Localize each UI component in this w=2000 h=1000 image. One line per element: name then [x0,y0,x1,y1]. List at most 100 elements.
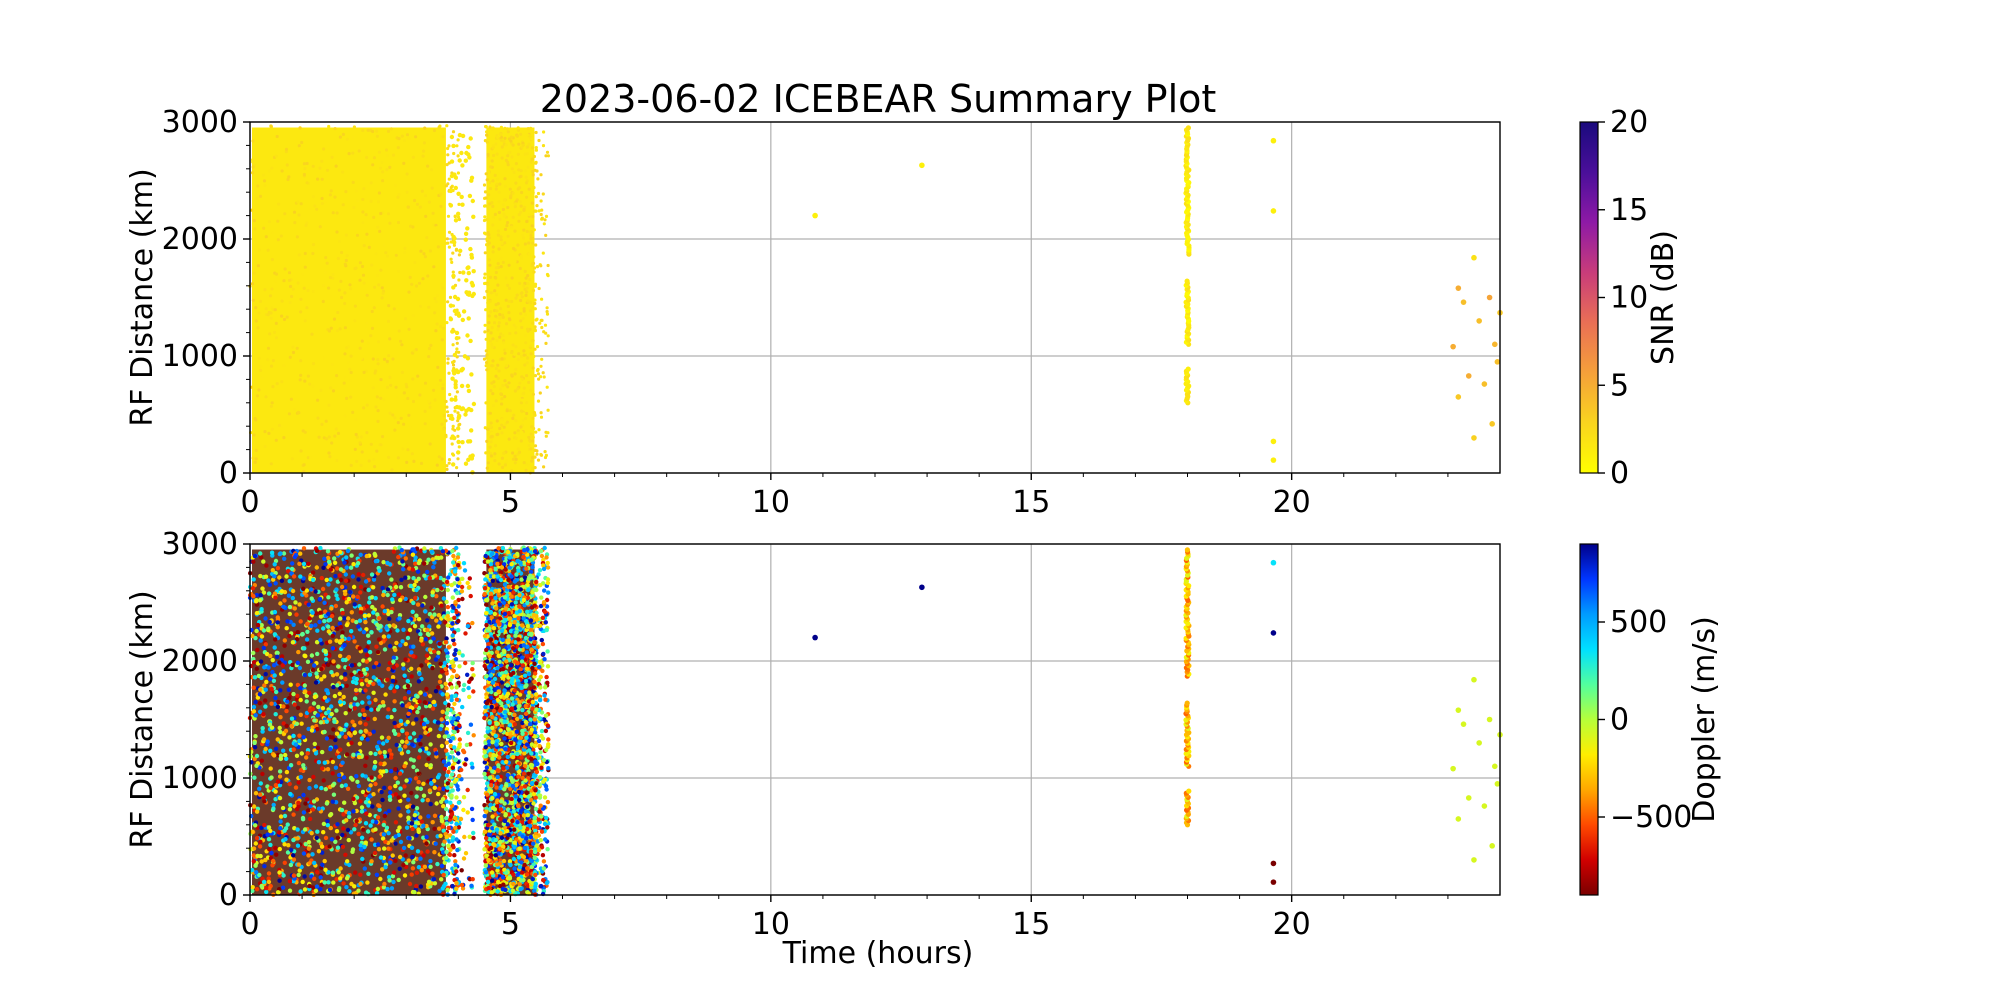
scatter-point [525,374,529,378]
scatter-point [340,630,345,635]
scatter-point [354,676,359,682]
scatter-point [436,791,441,797]
scatter-point [273,789,278,794]
scatter-point [322,880,327,885]
scatter-point [268,785,273,791]
scatter-point [368,751,373,756]
scatter-point [367,459,371,463]
scatter-point [288,682,293,687]
scatter-point [457,580,462,586]
scatter-point [254,887,260,892]
scatter-point [483,426,487,430]
scatter-point [434,300,438,304]
scatter-point [296,780,301,785]
scatter-point [533,301,537,306]
scatter-point [517,142,521,146]
scatter-point [416,679,422,684]
scatter-point [502,139,506,143]
scatter-point [500,145,504,149]
scatter-point [385,592,390,598]
scatter-point [288,791,293,797]
scatter-point [307,883,312,889]
scatter-point [434,801,439,806]
scatter-point [428,249,432,253]
scatter-point [378,640,384,646]
scatter-point [452,308,458,314]
scatter-point [270,427,274,431]
scatter-point [359,435,363,439]
scatter-point [519,132,523,136]
scatter-point [531,241,535,245]
scatter-point [466,685,471,691]
scatter-point [380,604,385,609]
scatter-point [450,621,455,626]
scatter-point [304,755,309,760]
scatter-point [486,205,490,209]
scatter-point [431,636,436,641]
scatter-points [247,545,1503,897]
scatter-point [435,720,441,725]
scatter-point [489,165,493,169]
scatter-point [266,876,271,881]
scatter-point [522,236,526,240]
scatter-point [277,725,282,731]
scatter-point [346,360,350,364]
scatter-point [398,813,403,818]
scatter-point [392,592,397,598]
scatter-point [330,735,335,740]
scatter-point [285,315,289,319]
scatter-point [287,412,291,416]
scatter-point [311,577,316,583]
scatter-point [421,823,426,828]
scatter-point [397,825,402,830]
scatter-point [343,352,347,356]
scatter-point [397,866,402,871]
scatter-point [301,561,307,567]
scatter-point [422,573,427,578]
scatter-point [518,332,522,336]
scatter-point [414,717,419,722]
scatter-point [271,806,276,811]
scatter-point [529,246,533,251]
scatter-point [354,818,359,824]
scatter-point [251,846,257,851]
scatter-point [291,345,295,349]
scatter-point [319,388,323,392]
scatter-point [402,391,406,395]
scatter-point [443,640,449,645]
scatter-point [330,633,335,639]
scatter-point [410,609,415,614]
scatter-point [347,152,351,156]
scatter-point [307,785,312,791]
scatter-point [453,600,458,605]
scatter-point [332,719,337,724]
scatter-point [453,648,458,653]
scatter-point [424,746,429,751]
scatter-point [316,849,322,854]
scatter-point [458,816,464,822]
scatter-point [353,304,357,308]
scatter-point [454,545,459,551]
scatter-point [399,751,405,756]
scatter-point [403,853,408,858]
scatter-point [369,775,374,780]
scatter-point [260,771,265,777]
scatter-point [302,463,306,467]
scatter-point [315,651,320,657]
scatter-point [254,306,258,310]
scatter-point [340,844,346,849]
scatter-point [391,623,396,628]
scatter-point [451,143,456,149]
scatter-point [428,639,433,644]
scatter-point [287,175,291,179]
scatter-point [319,677,324,682]
scatter-point [492,280,496,284]
scatter-point [513,461,517,465]
scatter-point [282,364,286,368]
scatter-point [435,587,440,593]
scatter-point [336,256,340,261]
scatter-point [400,343,404,347]
scatter-point [387,455,391,459]
scatter-point [513,372,517,376]
scatter-point [325,818,330,824]
